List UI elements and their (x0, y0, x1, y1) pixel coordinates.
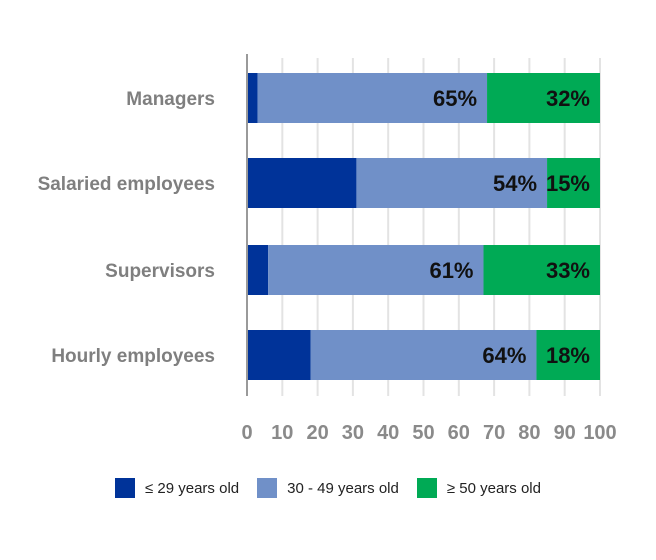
x-tick-label: 60 (448, 422, 470, 444)
legend-swatch-30-49 (257, 478, 278, 498)
data-label-3-2: 18% (546, 343, 590, 368)
legend-item-under-29: ≤ 29 years old (115, 478, 239, 498)
bar-segment-2-0 (247, 245, 269, 295)
data-label-1-1: 54% (493, 171, 537, 196)
x-tick-label: 70 (483, 422, 505, 444)
data-label-2-1: 61% (429, 258, 473, 283)
legend-item-30-49: 30 - 49 years old (257, 478, 399, 498)
bar-segment-0-1 (257, 73, 488, 123)
x-tick-label: 20 (306, 422, 328, 444)
legend-label-under-29: ≤ 29 years old (145, 479, 240, 497)
legend-label-over-50: ≥ 50 years old (446, 479, 541, 497)
bars: 65% 32% 54% 15% 61% 33% 64% 18% (247, 73, 600, 380)
bar-segment-2-2 (483, 245, 600, 295)
legend-swatch-under-29 (115, 478, 135, 498)
data-label-3-1: 64% (482, 343, 526, 368)
data-label-2-2: 33% (546, 258, 590, 283)
bar-segment-3-2 (536, 330, 600, 380)
x-tick-label: 40 (377, 422, 399, 444)
category-label: Managers (126, 89, 215, 110)
category-labels: Managers Salaried employees Supervisors Hou… (38, 89, 215, 367)
x-tick-label: 30 (342, 422, 364, 444)
bar-segment-1-1 (356, 158, 548, 208)
x-tick-label: 90 (554, 422, 576, 444)
bar-segment-3-0 (247, 330, 311, 380)
legend: ≤ 29 years old 30 - 49 years old ≥ 50 ye… (0, 478, 656, 498)
legend-swatch-over-50 (416, 478, 437, 498)
data-label-1-2: 15% (546, 171, 590, 196)
legend-label-30-49: 30 - 49 years old (287, 479, 399, 497)
category-label: Supervisors (105, 261, 215, 282)
x-tick-label: 50 (412, 422, 434, 444)
data-label-0-2: 32% (546, 86, 590, 111)
category-label: Hourly employees (51, 346, 215, 367)
bar-segment-1-0 (247, 158, 357, 208)
bar-segment-0-2 (487, 73, 600, 123)
bar-segment-3-1 (310, 330, 537, 380)
x-tick-label: 100 (583, 422, 616, 444)
x-axis-tick-labels: 0 10 20 30 40 50 60 70 80 90 100 (241, 422, 616, 444)
bar-segment-0-0 (247, 73, 258, 123)
stacked-bar-chart: 65% 32% 54% 15% 61% 33% 64% 18% Managers Salarie… (38, 54, 617, 444)
x-tick-label: 80 (518, 422, 540, 444)
category-label: Salaried employees (38, 174, 215, 195)
data-label-0-1: 65% (433, 86, 477, 111)
legend-item-over-50: ≥ 50 years old (416, 478, 541, 498)
bar-segment-1-2 (547, 158, 600, 208)
x-tick-label: 0 (241, 422, 252, 444)
bar-segment-2-1 (268, 245, 484, 295)
x-tick-label: 10 (271, 422, 293, 444)
